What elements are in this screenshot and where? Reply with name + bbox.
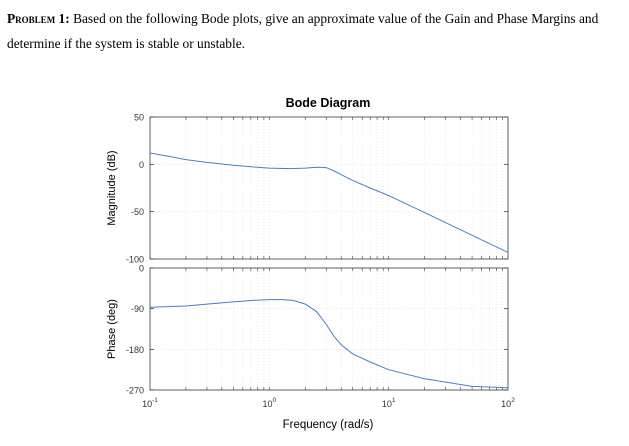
magnitude-panel: 50 0 -50 -100 Magnitude (dB) [106, 113, 509, 265]
phase-grid [150, 267, 508, 391]
problem-statement: Problem 1: Based on the following Bode p… [7, 6, 622, 56]
y-tick-label: 0 [139, 264, 144, 274]
x-tick-label: 100 [263, 397, 277, 409]
problem-label: Problem [7, 11, 56, 26]
x-tick-label: 101 [382, 397, 396, 409]
problem-number: 1: [58, 11, 70, 26]
y-tick-label: -90 [131, 304, 144, 314]
magnitude-axes-frame [149, 116, 509, 260]
phase-y-axis-label: Phase (deg) [106, 299, 118, 359]
phase-curve [149, 299, 509, 389]
y-tick-label: -50 [131, 207, 144, 217]
x-tick-label: 102 [501, 397, 515, 409]
y-tick-label: -100 [126, 255, 144, 265]
phase-axes-frame [149, 267, 509, 391]
magnitude-y-axis-label: Magnitude (dB) [106, 150, 118, 225]
magnitude-y-ticks: 50 0 -50 -100 [126, 113, 508, 265]
y-tick-label: -180 [126, 345, 144, 355]
phase-x-ticks: 10-1 100 101 102 [142, 397, 515, 409]
y-tick-label: 50 [134, 113, 144, 123]
chart-title: Bode Diagram [286, 96, 371, 110]
magnitude-curve [149, 152, 509, 253]
x-axis-label: Frequency (rad/s) [283, 419, 374, 431]
x-tick-label: 10-1 [142, 397, 158, 409]
phase-panel: 0 -90 -180 -270 10-1 100 101 102 Phase (deg) [106, 264, 515, 410]
phase-y-ticks: 0 -90 -180 -270 [126, 264, 508, 396]
y-tick-label: 0 [139, 160, 144, 170]
magnitude-grid [150, 116, 508, 260]
y-tick-label: -270 [126, 386, 144, 396]
problem-text: Based on the following Bode plots, give … [7, 11, 599, 51]
